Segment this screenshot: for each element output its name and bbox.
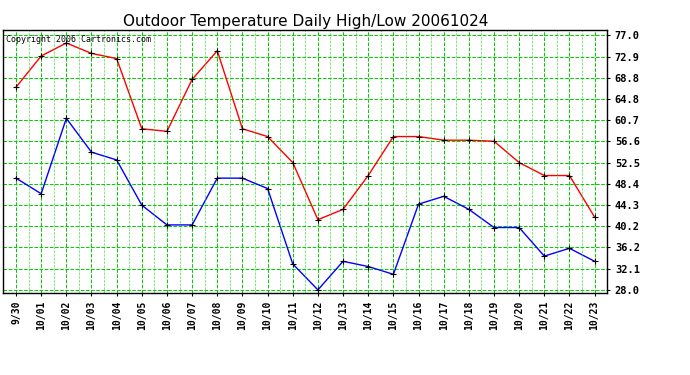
Title: Outdoor Temperature Daily High/Low 20061024: Outdoor Temperature Daily High/Low 20061… <box>123 14 488 29</box>
Text: Copyright 2006 Cartronics.com: Copyright 2006 Cartronics.com <box>6 35 152 44</box>
